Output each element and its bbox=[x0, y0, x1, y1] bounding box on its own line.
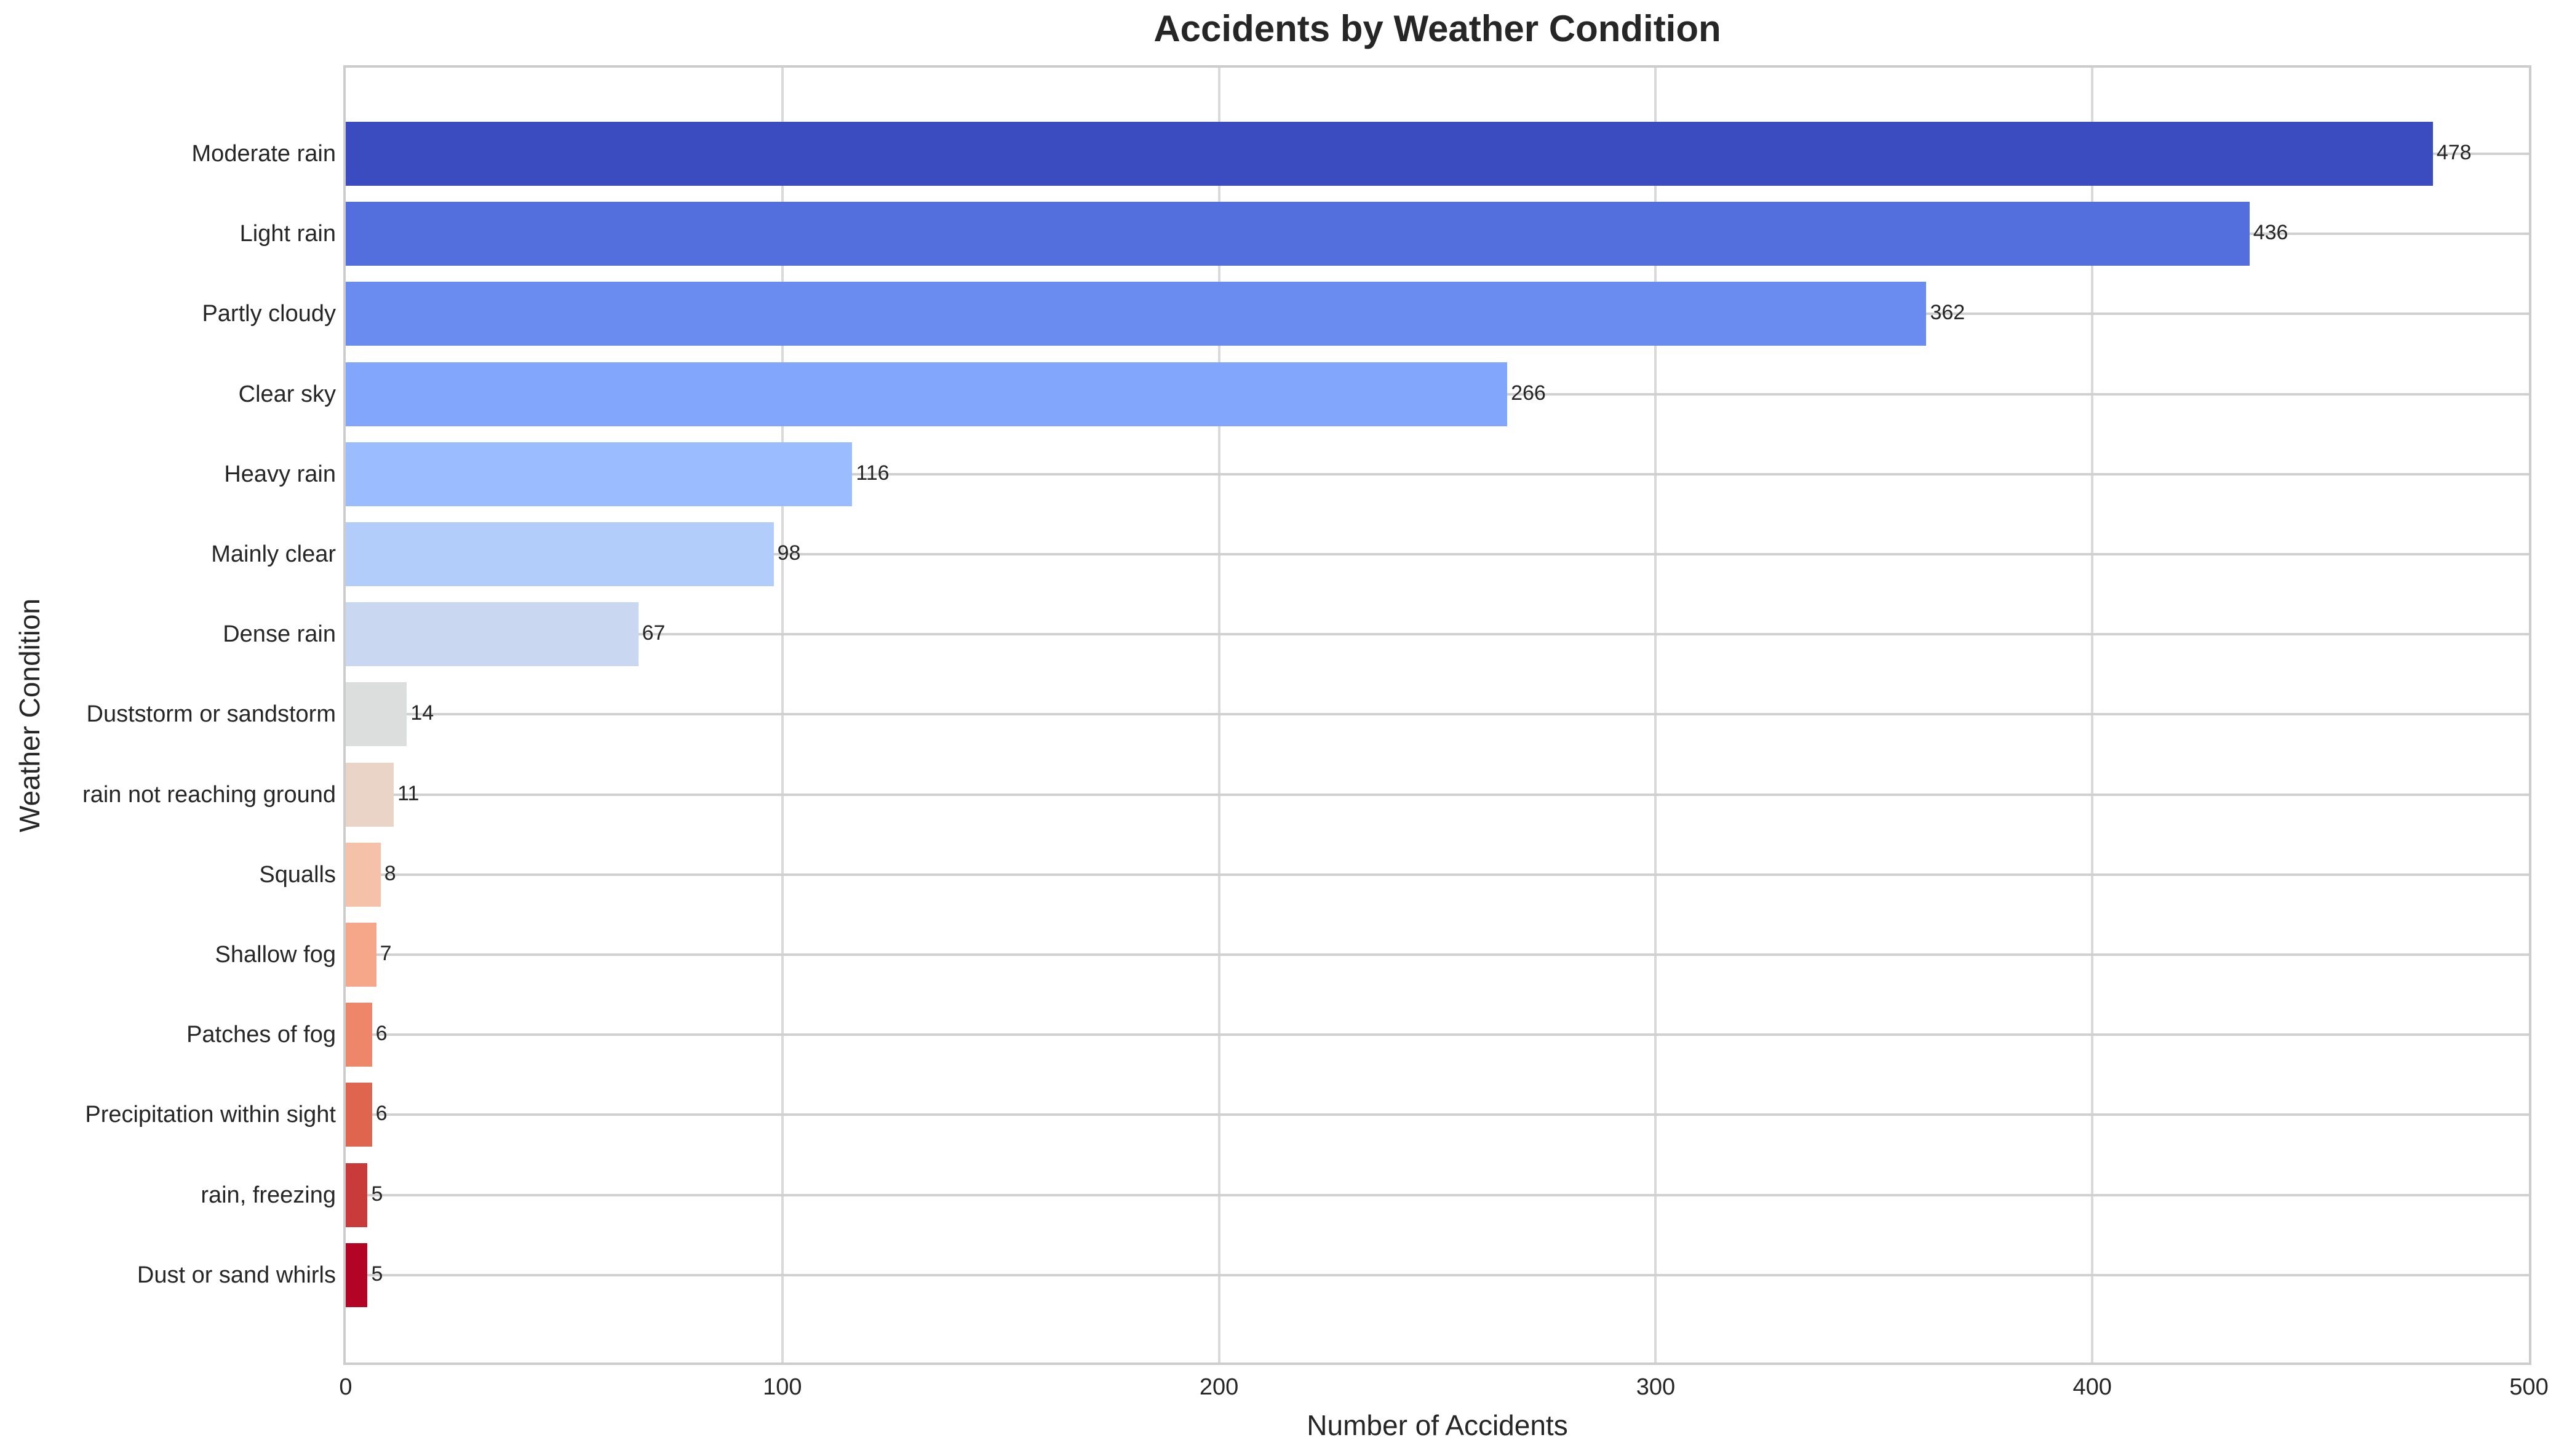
bar-value-label: 14 bbox=[410, 701, 434, 725]
chart-title: Accidents by Weather Condition bbox=[1153, 8, 1721, 49]
x-tick-label: 0 bbox=[339, 1374, 352, 1400]
x-tick-label: 300 bbox=[1636, 1374, 1676, 1400]
bar-value-label: 5 bbox=[371, 1262, 383, 1286]
y-tick-label: Heavy rain bbox=[224, 461, 336, 487]
bar[interactable] bbox=[346, 602, 639, 667]
plot-area: 478 436 362 266 116 98 67 14 11 8 7 6 6 5 5 bbox=[343, 65, 2531, 1365]
horizontal-gridline bbox=[346, 1193, 2529, 1196]
y-tick-label: rain, freezing bbox=[201, 1182, 336, 1208]
bar[interactable] bbox=[346, 202, 2250, 266]
y-tick-label: Squalls bbox=[259, 861, 336, 888]
bar[interactable] bbox=[346, 282, 1927, 346]
horizontal-gridline bbox=[346, 472, 2529, 475]
bar-value-label: 6 bbox=[375, 1102, 388, 1126]
y-tick-label: Moderate rain bbox=[191, 141, 336, 167]
bar[interactable] bbox=[346, 1243, 368, 1307]
y-tick-label: Patches of fog bbox=[186, 1022, 336, 1048]
bar-value-label: 7 bbox=[380, 942, 392, 965]
bar[interactable] bbox=[346, 1083, 372, 1147]
bar-value-label: 98 bbox=[777, 541, 801, 565]
y-tick-label: Duststorm or sandstorm bbox=[86, 701, 336, 728]
horizontal-gridline bbox=[346, 553, 2529, 555]
bar[interactable] bbox=[346, 1163, 368, 1227]
bar-value-label: 8 bbox=[384, 861, 396, 885]
bar-value-label: 436 bbox=[2253, 221, 2288, 245]
bar[interactable] bbox=[346, 923, 376, 987]
x-axis-title: Number of Accidents bbox=[1307, 1409, 1568, 1441]
bar-value-label: 11 bbox=[397, 781, 420, 805]
horizontal-gridline bbox=[346, 873, 2529, 876]
bar[interactable] bbox=[346, 522, 774, 586]
horizontal-gridline bbox=[346, 1273, 2529, 1276]
bar-value-label: 5 bbox=[371, 1182, 383, 1206]
bar[interactable] bbox=[346, 362, 1508, 426]
horizontal-gridline bbox=[346, 1033, 2529, 1036]
bar[interactable] bbox=[346, 122, 2433, 186]
x-tick-label: 100 bbox=[763, 1374, 802, 1400]
y-tick-label: Shallow fog bbox=[215, 942, 336, 968]
horizontal-gridline bbox=[346, 633, 2529, 636]
y-axis-title: Weather Condition bbox=[14, 598, 46, 833]
bar[interactable] bbox=[346, 1003, 372, 1067]
y-tick-label: rain not reaching ground bbox=[82, 781, 336, 808]
x-tick-label: 500 bbox=[2509, 1374, 2549, 1400]
x-tick-label: 400 bbox=[2072, 1374, 2112, 1400]
y-tick-label: Dust or sand whirls bbox=[137, 1262, 336, 1288]
bar-value-label: 478 bbox=[2436, 141, 2472, 164]
bar-value-label: 6 bbox=[375, 1022, 388, 1046]
bar[interactable] bbox=[346, 842, 381, 907]
bar-value-label: 116 bbox=[856, 461, 890, 485]
y-tick-label: Light rain bbox=[239, 221, 336, 247]
y-tick-label: Dense rain bbox=[223, 621, 336, 648]
x-tick-label: 200 bbox=[1199, 1374, 1239, 1400]
bar[interactable] bbox=[346, 442, 853, 506]
y-tick-label: Mainly clear bbox=[211, 541, 336, 567]
horizontal-gridline bbox=[346, 953, 2529, 956]
horizontal-gridline bbox=[346, 713, 2529, 716]
bar[interactable] bbox=[346, 762, 394, 827]
y-tick-label: Clear sky bbox=[238, 381, 336, 407]
bar-value-label: 67 bbox=[642, 621, 666, 645]
bar[interactable] bbox=[346, 682, 407, 747]
horizontal-gridline bbox=[346, 793, 2529, 796]
y-tick-label: Precipitation within sight bbox=[85, 1102, 336, 1128]
y-tick-label: Partly cloudy bbox=[202, 301, 336, 327]
bar-value-label: 266 bbox=[1511, 381, 1546, 405]
horizontal-gridline bbox=[346, 1113, 2529, 1116]
bar-value-label: 362 bbox=[1930, 301, 1965, 325]
